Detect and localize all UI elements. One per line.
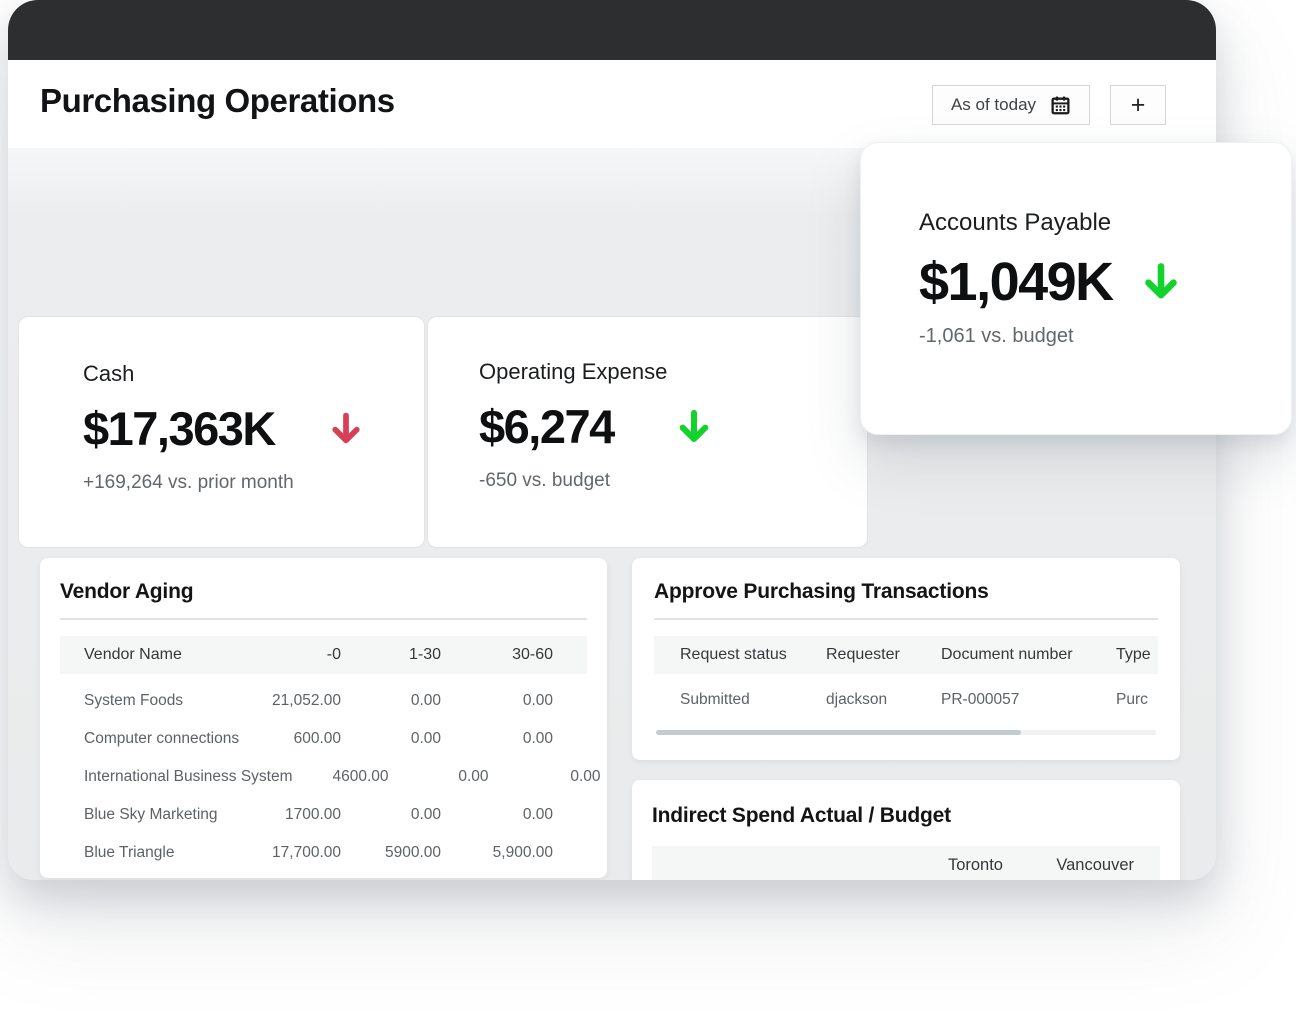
- kpi-label: Accounts Payable: [919, 209, 1112, 236]
- amount-cell: 0.00: [410, 730, 441, 747]
- vendor-name-cell: International Business System: [84, 768, 293, 785]
- type-cell: Purc: [1116, 691, 1148, 708]
- requester-cell: djackson: [826, 691, 888, 708]
- amount-cell: 0.00: [522, 806, 553, 823]
- trend-down-icon: [327, 410, 365, 448]
- column-header: -0: [326, 646, 341, 663]
- amount-cell: 4600.00: [332, 768, 389, 785]
- column-header: Vendor Name: [84, 646, 182, 663]
- dashboard-content: Cash $17,363K +169,264 vs. prior month O…: [8, 148, 1216, 880]
- kpi-delta: +169,264 vs. prior month: [83, 472, 294, 493]
- amount-cell: 5900.00: [384, 844, 441, 861]
- column-header: 1-30: [408, 646, 441, 663]
- vendor-name-cell: Blue Sky Marketing: [84, 806, 218, 823]
- amount-cell: 0.00: [410, 692, 441, 709]
- table-body: System Foods 21,052.00 0.00 0.00 Compute…: [60, 682, 601, 872]
- add-tile-button[interactable]: +: [1110, 85, 1166, 125]
- scrollbar-thumb[interactable]: [656, 730, 1021, 735]
- window-top-bar: [8, 0, 1216, 60]
- column-header: Request status: [680, 646, 787, 663]
- column-header: 30-60: [512, 646, 553, 663]
- table-row[interactable]: System Foods 21,052.00 0.00 0.00: [60, 682, 587, 720]
- trend-down-icon: [674, 407, 714, 447]
- plus-icon: +: [1130, 90, 1146, 119]
- kpi-value: $6,274: [479, 400, 615, 453]
- vendor-name-cell: System Foods: [84, 692, 184, 709]
- kpi-delta: -1,061 vs. budget: [919, 325, 1074, 347]
- table-row[interactable]: Blue Sky Marketing 1700.00 0.00 0.00: [60, 796, 587, 834]
- amount-cell: 600.00: [293, 730, 341, 747]
- document-number-cell: PR-000057: [941, 691, 1020, 708]
- amount-cell: 5,900.00: [492, 844, 553, 861]
- amount-cell: 0.00: [410, 806, 441, 823]
- column-header: Type: [1116, 646, 1151, 663]
- column-header-toronto: Toronto 06/06/2022: [873, 856, 1003, 880]
- kpi-card-operating-expense[interactable]: Operating Expense $6,274 -650 vs. budget: [427, 316, 868, 548]
- divider: [654, 618, 1158, 620]
- kpi-label: Operating Expense: [479, 359, 668, 384]
- kpi-delta: -650 vs. budget: [479, 470, 610, 491]
- divider: [60, 618, 587, 620]
- date-filter-label: As of today: [950, 95, 1037, 114]
- kpi-value: $1,049K: [919, 252, 1114, 312]
- indirect-spend-card: Indirect Spend Actual / Budget Toronto 0…: [632, 780, 1180, 880]
- amount-cell: 0.00: [522, 730, 553, 747]
- vendor-name-cell: Blue Triangle: [84, 844, 175, 861]
- horizontal-scrollbar[interactable]: [656, 730, 1156, 735]
- kpi-label: Cash: [83, 361, 135, 386]
- location-name: Vancouver: [1056, 856, 1134, 874]
- card-title: Vendor Aging: [60, 580, 194, 603]
- amount-cell: 0.00: [570, 768, 601, 785]
- table-header: Toronto 06/06/2022 Vancouver 06/06/2022: [652, 846, 1160, 880]
- date-filter-button[interactable]: As of today: [932, 85, 1090, 125]
- kpi-card-accounts-payable[interactable]: Accounts Payable $1,049K -1,061 vs. budg…: [860, 142, 1292, 435]
- table-row[interactable]: Blue Triangle 17,700.00 5900.00 5,900.00: [60, 834, 587, 872]
- amount-cell: 17,700.00: [272, 844, 341, 861]
- table-header: Request status Requester Document number…: [654, 636, 1158, 674]
- amount-cell: 0.00: [522, 692, 553, 709]
- vendor-aging-card: Vendor Aging Vendor Name -0 1-30 30-60 S…: [40, 558, 607, 878]
- amount-cell: 0.00: [458, 768, 489, 785]
- table-row[interactable]: Computer connections 600.00 0.00 0.00: [60, 720, 587, 758]
- request-status-cell: Submitted: [680, 691, 750, 708]
- card-title: Indirect Spend Actual / Budget: [652, 804, 951, 827]
- approve-transactions-card: Approve Purchasing Transactions Request …: [632, 558, 1180, 760]
- amount-cell: 1700.00: [284, 806, 341, 823]
- app-window: Purchasing Operations As of today: [8, 0, 1216, 880]
- amount-cell: 21,052.00: [272, 692, 341, 709]
- trend-down-icon: [1139, 260, 1183, 304]
- vendor-name-cell: Computer connections: [84, 730, 240, 747]
- kpi-card-cash[interactable]: Cash $17,363K +169,264 vs. prior month: [18, 316, 425, 548]
- column-header: Requester: [826, 646, 900, 663]
- calendar-icon: [1050, 95, 1071, 116]
- table-row[interactable]: Submitted djackson PR-000057 Purc: [654, 676, 1158, 724]
- table-row[interactable]: International Business System 4600.00 0.…: [60, 758, 601, 796]
- column-header: Document number: [941, 646, 1073, 663]
- column-header-vancouver: Vancouver 06/06/2022: [1003, 856, 1134, 880]
- card-title: Approve Purchasing Transactions: [654, 580, 989, 603]
- kpi-value: $17,363K: [83, 402, 276, 455]
- page-title: Purchasing Operations: [40, 82, 395, 119]
- app-header: Purchasing Operations As of today: [8, 60, 1216, 148]
- table-header: Vendor Name -0 1-30 30-60: [60, 636, 587, 674]
- location-name: Toronto: [947, 856, 1003, 874]
